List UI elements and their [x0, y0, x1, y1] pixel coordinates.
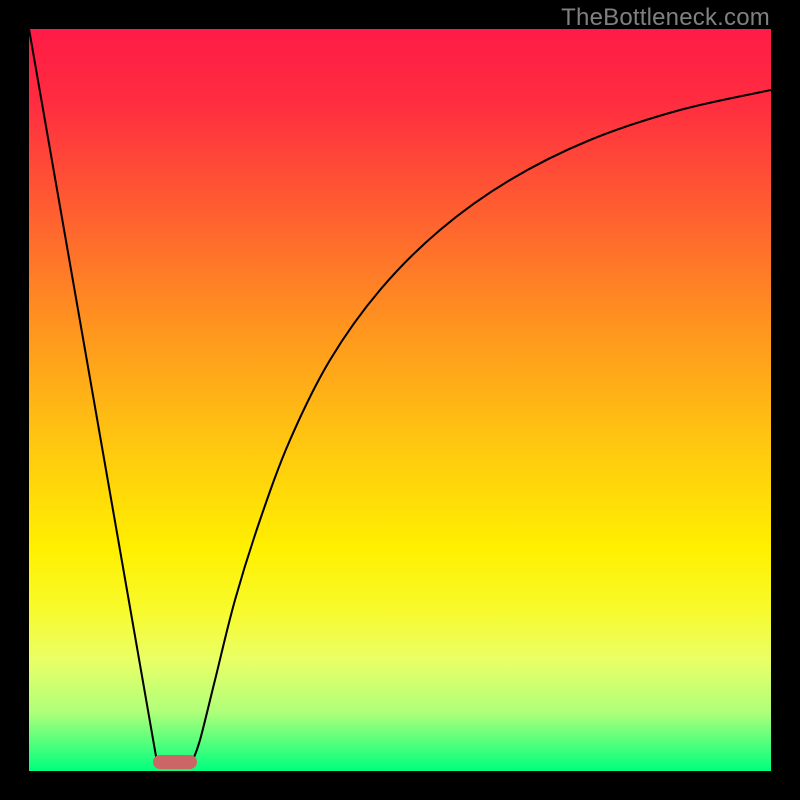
chart-outer-frame: TheBottleneck.com	[0, 0, 800, 800]
plot-area	[29, 29, 771, 771]
right-ascending-curve	[192, 90, 771, 762]
watermark-text: TheBottleneck.com	[561, 4, 770, 32]
bottleneck-curves	[29, 29, 771, 771]
left-descending-line	[29, 29, 157, 762]
optimal-range-marker	[153, 755, 197, 769]
